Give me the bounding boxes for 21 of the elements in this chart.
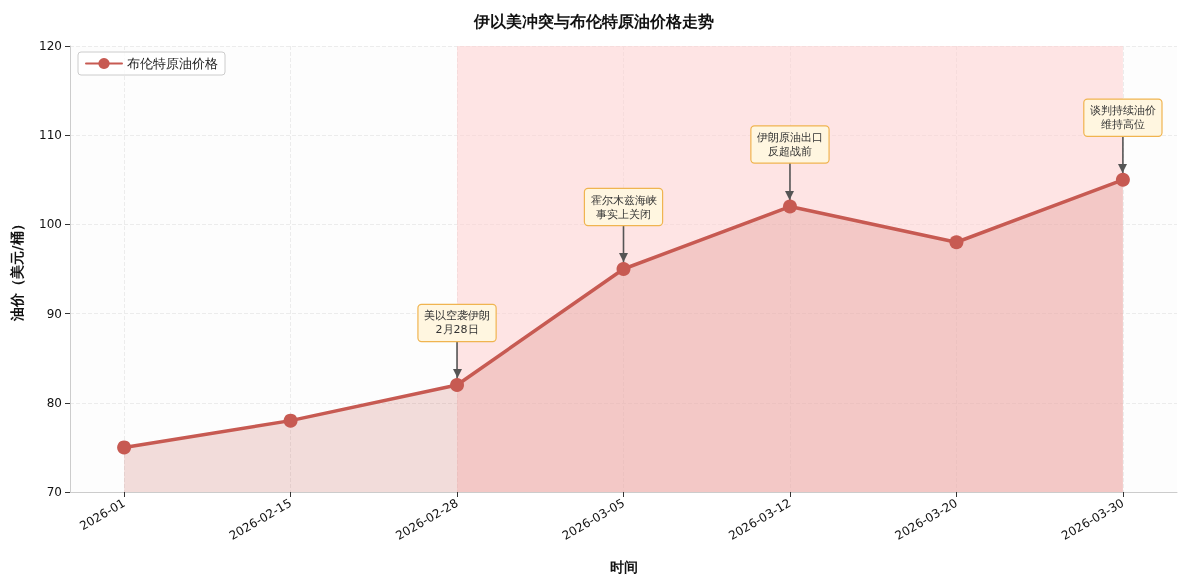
annotation: 霍尔木兹海峡事实上关闭 — [590, 193, 657, 221]
annotation: 美以空袭伊朗 2月28日 — [424, 309, 491, 337]
point — [616, 262, 631, 276]
y-tick-label: 120 — [39, 39, 62, 53]
y-tick-label: 80 — [46, 395, 62, 410]
legend-label: 布伦特原油价格 — [127, 56, 218, 71]
x-axis-title: 时间 — [609, 559, 638, 575]
chart-title: 伊以美冲突与布伦特原油价格走势 — [472, 11, 714, 31]
y-axis-title: 油价（美元/桶） — [9, 217, 25, 322]
point — [283, 413, 298, 428]
point — [450, 377, 465, 392]
annotation: 谈判持续油价维持高位 — [1089, 104, 1156, 132]
point — [117, 440, 132, 455]
point — [1115, 172, 1130, 187]
y-tick-label: 90 — [46, 306, 62, 321]
y-tick-label: 100 — [39, 217, 62, 232]
y-tick-label: 70 — [46, 485, 62, 499]
annotation: 伊朗原油出口反超战前 — [756, 131, 823, 159]
point — [782, 199, 797, 214]
point — [949, 235, 964, 250]
y-tick-label: 110 — [39, 128, 62, 143]
